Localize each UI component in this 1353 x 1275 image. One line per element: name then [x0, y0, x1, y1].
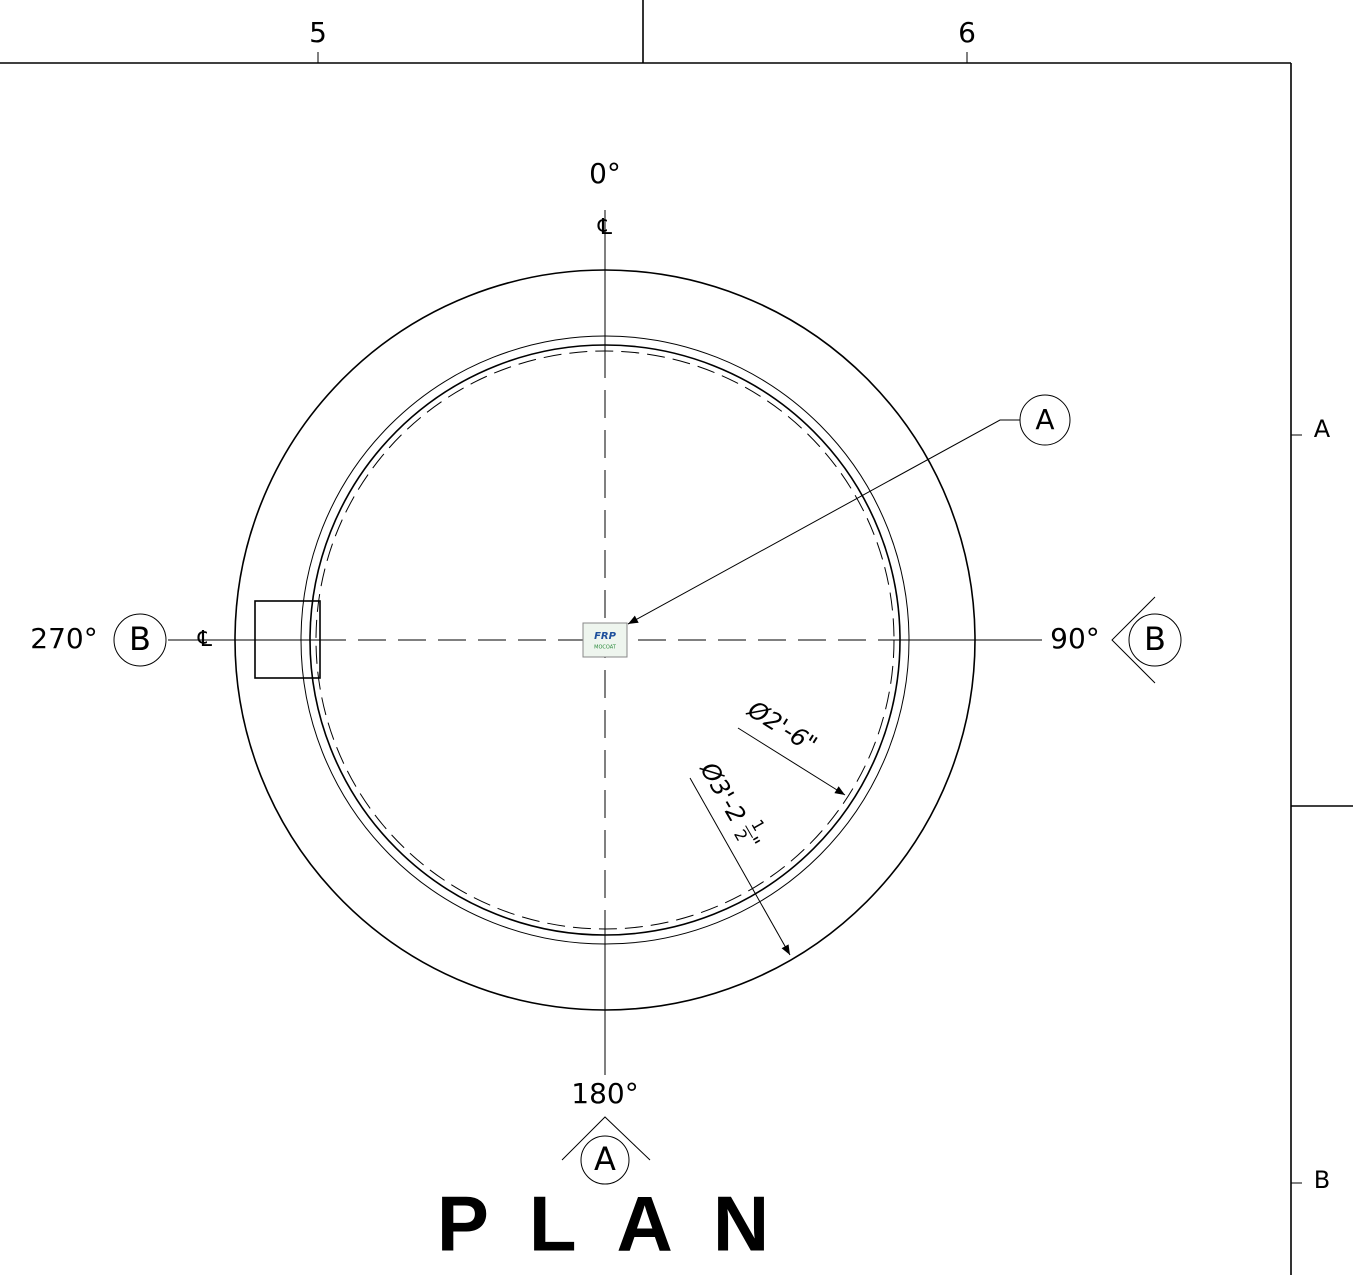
dimension-label: Ø2'-6" — [742, 695, 822, 759]
zone-column: 6 — [958, 16, 976, 49]
centerline-mark: ℄ — [197, 627, 213, 652]
callout-label: A — [1035, 403, 1054, 436]
logo-text: MOCOAT — [594, 645, 617, 651]
leader — [627, 419, 1020, 625]
logo-box — [582, 622, 628, 658]
angle-label: 0° — [589, 157, 621, 190]
callout-bubble — [1128, 613, 1182, 667]
drawing-title: PLAN — [437, 1180, 809, 1268]
section-arrow — [1111, 596, 1156, 684]
zone-column: 5 — [309, 16, 327, 49]
section-arrow — [561, 1116, 651, 1161]
angle-label: 180° — [571, 1077, 638, 1110]
callout-label: B — [1144, 620, 1166, 658]
angle-label: 270° — [30, 622, 97, 655]
dimension-label-group: Ø3'-2 1 2 " — [694, 757, 769, 853]
dimension-leader — [689, 777, 791, 956]
callout-bubble — [113, 613, 167, 667]
callout-label: A — [594, 1140, 616, 1178]
zone-row: A — [1314, 415, 1331, 443]
nozzle — [254, 600, 321, 679]
callout-label: B — [129, 620, 151, 658]
centerline-mark: ℄ — [597, 215, 613, 240]
logo-text: FRP — [594, 631, 617, 642]
zone-row: B — [1314, 1166, 1330, 1194]
angle-label: 90° — [1050, 622, 1100, 655]
dimension-label: Ø3'-2 — [694, 757, 751, 828]
dimension-leader — [737, 727, 846, 796]
callout-bubble — [580, 1135, 630, 1185]
